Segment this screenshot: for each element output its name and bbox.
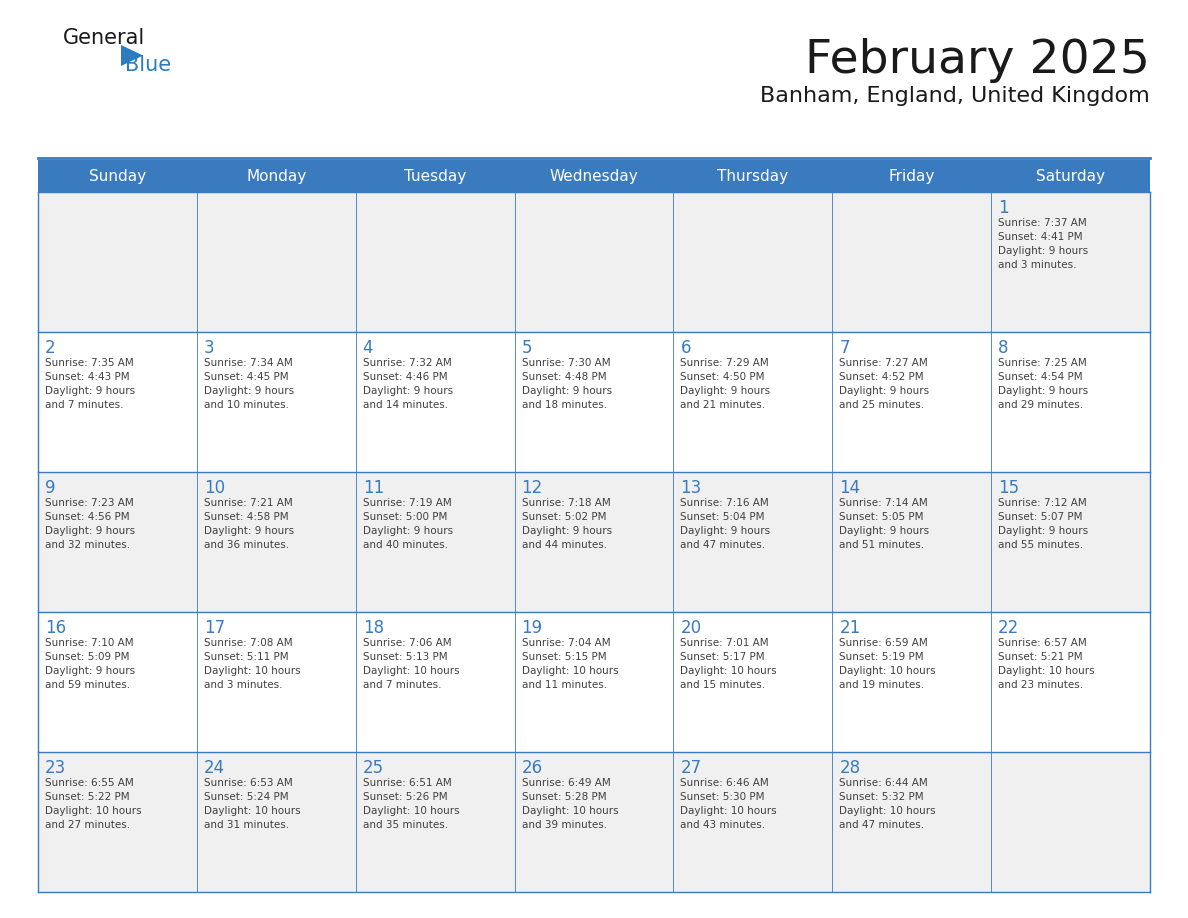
Text: Sunrise: 7:04 AM
Sunset: 5:15 PM
Daylight: 10 hours
and 11 minutes.: Sunrise: 7:04 AM Sunset: 5:15 PM Dayligh… xyxy=(522,638,618,690)
Text: Sunrise: 7:30 AM
Sunset: 4:48 PM
Daylight: 9 hours
and 18 minutes.: Sunrise: 7:30 AM Sunset: 4:48 PM Dayligh… xyxy=(522,358,612,410)
Text: Sunrise: 7:32 AM
Sunset: 4:46 PM
Daylight: 9 hours
and 14 minutes.: Sunrise: 7:32 AM Sunset: 4:46 PM Dayligh… xyxy=(362,358,453,410)
Text: 23: 23 xyxy=(45,759,67,777)
Text: 13: 13 xyxy=(681,479,702,497)
Text: Sunrise: 7:27 AM
Sunset: 4:52 PM
Daylight: 9 hours
and 25 minutes.: Sunrise: 7:27 AM Sunset: 4:52 PM Dayligh… xyxy=(839,358,929,410)
Text: 21: 21 xyxy=(839,619,860,637)
Text: Banham, England, United Kingdom: Banham, England, United Kingdom xyxy=(760,86,1150,106)
Text: Sunrise: 6:59 AM
Sunset: 5:19 PM
Daylight: 10 hours
and 19 minutes.: Sunrise: 6:59 AM Sunset: 5:19 PM Dayligh… xyxy=(839,638,936,690)
Text: Sunrise: 7:10 AM
Sunset: 5:09 PM
Daylight: 9 hours
and 59 minutes.: Sunrise: 7:10 AM Sunset: 5:09 PM Dayligh… xyxy=(45,638,135,690)
Text: 8: 8 xyxy=(998,339,1009,357)
Text: 11: 11 xyxy=(362,479,384,497)
Text: Sunrise: 7:23 AM
Sunset: 4:56 PM
Daylight: 9 hours
and 32 minutes.: Sunrise: 7:23 AM Sunset: 4:56 PM Dayligh… xyxy=(45,498,135,550)
Bar xyxy=(38,332,1150,472)
Text: Wednesday: Wednesday xyxy=(550,169,638,184)
Bar xyxy=(38,192,1150,332)
Text: Sunrise: 7:01 AM
Sunset: 5:17 PM
Daylight: 10 hours
and 15 minutes.: Sunrise: 7:01 AM Sunset: 5:17 PM Dayligh… xyxy=(681,638,777,690)
Text: Sunrise: 7:16 AM
Sunset: 5:04 PM
Daylight: 9 hours
and 47 minutes.: Sunrise: 7:16 AM Sunset: 5:04 PM Dayligh… xyxy=(681,498,771,550)
Text: 2: 2 xyxy=(45,339,56,357)
Text: Sunrise: 6:51 AM
Sunset: 5:26 PM
Daylight: 10 hours
and 35 minutes.: Sunrise: 6:51 AM Sunset: 5:26 PM Dayligh… xyxy=(362,778,460,830)
Text: 20: 20 xyxy=(681,619,702,637)
Text: Sunrise: 7:14 AM
Sunset: 5:05 PM
Daylight: 9 hours
and 51 minutes.: Sunrise: 7:14 AM Sunset: 5:05 PM Dayligh… xyxy=(839,498,929,550)
Text: 16: 16 xyxy=(45,619,67,637)
Text: Sunrise: 7:19 AM
Sunset: 5:00 PM
Daylight: 9 hours
and 40 minutes.: Sunrise: 7:19 AM Sunset: 5:00 PM Dayligh… xyxy=(362,498,453,550)
Text: 12: 12 xyxy=(522,479,543,497)
Text: 10: 10 xyxy=(204,479,225,497)
Text: 24: 24 xyxy=(204,759,225,777)
Text: 15: 15 xyxy=(998,479,1019,497)
Text: Sunrise: 6:53 AM
Sunset: 5:24 PM
Daylight: 10 hours
and 31 minutes.: Sunrise: 6:53 AM Sunset: 5:24 PM Dayligh… xyxy=(204,778,301,830)
Text: Sunrise: 7:29 AM
Sunset: 4:50 PM
Daylight: 9 hours
and 21 minutes.: Sunrise: 7:29 AM Sunset: 4:50 PM Dayligh… xyxy=(681,358,771,410)
Text: 25: 25 xyxy=(362,759,384,777)
Text: 1: 1 xyxy=(998,199,1009,217)
Text: Sunrise: 7:21 AM
Sunset: 4:58 PM
Daylight: 9 hours
and 36 minutes.: Sunrise: 7:21 AM Sunset: 4:58 PM Dayligh… xyxy=(204,498,293,550)
Text: Sunrise: 7:35 AM
Sunset: 4:43 PM
Daylight: 9 hours
and 7 minutes.: Sunrise: 7:35 AM Sunset: 4:43 PM Dayligh… xyxy=(45,358,135,410)
Text: Sunrise: 7:25 AM
Sunset: 4:54 PM
Daylight: 9 hours
and 29 minutes.: Sunrise: 7:25 AM Sunset: 4:54 PM Dayligh… xyxy=(998,358,1088,410)
Text: Sunrise: 7:06 AM
Sunset: 5:13 PM
Daylight: 10 hours
and 7 minutes.: Sunrise: 7:06 AM Sunset: 5:13 PM Dayligh… xyxy=(362,638,460,690)
Text: 14: 14 xyxy=(839,479,860,497)
Text: Sunrise: 7:37 AM
Sunset: 4:41 PM
Daylight: 9 hours
and 3 minutes.: Sunrise: 7:37 AM Sunset: 4:41 PM Dayligh… xyxy=(998,218,1088,270)
Text: Sunrise: 6:55 AM
Sunset: 5:22 PM
Daylight: 10 hours
and 27 minutes.: Sunrise: 6:55 AM Sunset: 5:22 PM Dayligh… xyxy=(45,778,141,830)
Bar xyxy=(38,612,1150,752)
Text: 26: 26 xyxy=(522,759,543,777)
Text: Sunrise: 7:12 AM
Sunset: 5:07 PM
Daylight: 9 hours
and 55 minutes.: Sunrise: 7:12 AM Sunset: 5:07 PM Dayligh… xyxy=(998,498,1088,550)
Text: 28: 28 xyxy=(839,759,860,777)
Text: Thursday: Thursday xyxy=(718,169,789,184)
Text: Monday: Monday xyxy=(246,169,307,184)
Text: General: General xyxy=(63,28,145,48)
Text: Sunrise: 6:46 AM
Sunset: 5:30 PM
Daylight: 10 hours
and 43 minutes.: Sunrise: 6:46 AM Sunset: 5:30 PM Dayligh… xyxy=(681,778,777,830)
Text: Blue: Blue xyxy=(125,55,171,75)
Text: 3: 3 xyxy=(204,339,215,357)
Polygon shape xyxy=(121,45,143,66)
Text: Sunrise: 7:34 AM
Sunset: 4:45 PM
Daylight: 9 hours
and 10 minutes.: Sunrise: 7:34 AM Sunset: 4:45 PM Dayligh… xyxy=(204,358,293,410)
Text: 4: 4 xyxy=(362,339,373,357)
Text: February 2025: February 2025 xyxy=(805,38,1150,83)
Text: Sunrise: 7:08 AM
Sunset: 5:11 PM
Daylight: 10 hours
and 3 minutes.: Sunrise: 7:08 AM Sunset: 5:11 PM Dayligh… xyxy=(204,638,301,690)
Bar xyxy=(38,160,1150,192)
Text: Saturday: Saturday xyxy=(1036,169,1105,184)
Text: Tuesday: Tuesday xyxy=(404,169,466,184)
Text: Sunrise: 7:18 AM
Sunset: 5:02 PM
Daylight: 9 hours
and 44 minutes.: Sunrise: 7:18 AM Sunset: 5:02 PM Dayligh… xyxy=(522,498,612,550)
Text: 9: 9 xyxy=(45,479,56,497)
Text: 6: 6 xyxy=(681,339,691,357)
Text: Sunday: Sunday xyxy=(89,169,146,184)
Text: 17: 17 xyxy=(204,619,225,637)
Text: Sunrise: 6:44 AM
Sunset: 5:32 PM
Daylight: 10 hours
and 47 minutes.: Sunrise: 6:44 AM Sunset: 5:32 PM Dayligh… xyxy=(839,778,936,830)
Text: 7: 7 xyxy=(839,339,849,357)
Text: 19: 19 xyxy=(522,619,543,637)
Bar xyxy=(38,472,1150,612)
Text: 5: 5 xyxy=(522,339,532,357)
Bar xyxy=(38,752,1150,892)
Text: Sunrise: 6:49 AM
Sunset: 5:28 PM
Daylight: 10 hours
and 39 minutes.: Sunrise: 6:49 AM Sunset: 5:28 PM Dayligh… xyxy=(522,778,618,830)
Text: 18: 18 xyxy=(362,619,384,637)
Text: 27: 27 xyxy=(681,759,702,777)
Text: Friday: Friday xyxy=(889,169,935,184)
Text: 22: 22 xyxy=(998,619,1019,637)
Text: Sunrise: 6:57 AM
Sunset: 5:21 PM
Daylight: 10 hours
and 23 minutes.: Sunrise: 6:57 AM Sunset: 5:21 PM Dayligh… xyxy=(998,638,1095,690)
